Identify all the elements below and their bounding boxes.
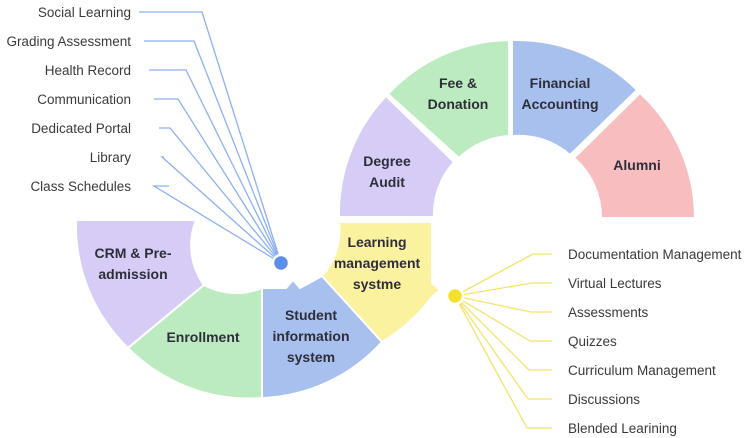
segment-fee-donation [386, 38, 510, 160]
right-connector-line [454, 253, 552, 297]
segment-learning-management-system [320, 221, 442, 344]
left-feature-label: Grading Assessment [6, 34, 131, 49]
right-connector-line [454, 295, 552, 342]
segment-label-fee: Fee & Donation [428, 75, 489, 112]
segment-label-enrollment: Enrollment [166, 329, 239, 345]
left-feature-label: Social Learning [38, 5, 131, 20]
segment-label-line: Fee & [439, 75, 477, 91]
left-feature-label: Class Schedules [30, 179, 131, 194]
segment-label-line: Learning [347, 234, 406, 250]
right-feature-label: Assessments [568, 305, 649, 320]
right-connector-line [454, 295, 552, 371]
yellow-hub-dot [445, 286, 465, 306]
left-connector-line [149, 69, 282, 264]
segment-financial-accounting [511, 38, 639, 157]
segment-label-alumni: Alumni [613, 157, 660, 173]
segment-label-line: information [273, 328, 350, 344]
segment-label-line: Degree [363, 153, 411, 169]
segment-label-line: system [287, 349, 335, 365]
segment-label-line: CRM & Pre- [94, 245, 171, 261]
left-feature-label: Dedicated Portal [31, 121, 131, 136]
left-feature-label: Communication [37, 92, 131, 107]
right-feature-label: Discussions [568, 392, 640, 407]
segment-label-line: Alumni [613, 157, 660, 173]
right-connector-line [454, 295, 552, 400]
segment-label-line: Financial [530, 75, 591, 91]
left-connector-line [160, 156, 282, 264]
segment-label-line: Enrollment [166, 329, 239, 345]
left-feature-label: Health Record [45, 63, 131, 78]
segment-label-line: Student [285, 307, 337, 323]
right-feature-label: Curriculum Management [568, 363, 716, 378]
right-feature-label: Documentation Management [568, 247, 742, 262]
segment-label-line: systme [353, 276, 401, 292]
left-connector-line [154, 98, 282, 264]
left-feature-label: Library [90, 150, 132, 165]
right-connector-line [454, 282, 552, 297]
segment-label-sis: Student information system [273, 307, 350, 365]
segment-label-crm: CRM & Pre-admission [94, 245, 171, 282]
blue-hub-dot [271, 253, 291, 273]
segment-label-degree: Degree Audit [363, 153, 411, 190]
left-connector-line [151, 185, 282, 264]
segment-label-lms: Learning management systme [334, 234, 421, 292]
segment-student-information-system [261, 274, 384, 400]
segment-degree-audit [337, 94, 456, 218]
right-connector-line [454, 295, 552, 313]
segment-label-line: admission [98, 266, 167, 282]
segment-label-financial: Financial Accounting [522, 75, 599, 112]
segment-label-line: Donation [428, 96, 489, 112]
segment-label-line: Accounting [522, 96, 599, 112]
left-connector-line [139, 11, 282, 264]
left-connector-line [159, 127, 282, 264]
segment-enrollment [126, 283, 263, 400]
segment-label-line: management [334, 255, 421, 271]
segment-alumni [572, 91, 697, 219]
right-connector-line [454, 295, 552, 429]
right-feature-label: Quizzes [568, 334, 617, 349]
right-feature-label: Blended Learining [568, 421, 677, 436]
left-connector-line [144, 40, 282, 264]
segment-label-line: Audit [369, 174, 405, 190]
right-feature-label: Virtual Lectures [568, 276, 662, 291]
